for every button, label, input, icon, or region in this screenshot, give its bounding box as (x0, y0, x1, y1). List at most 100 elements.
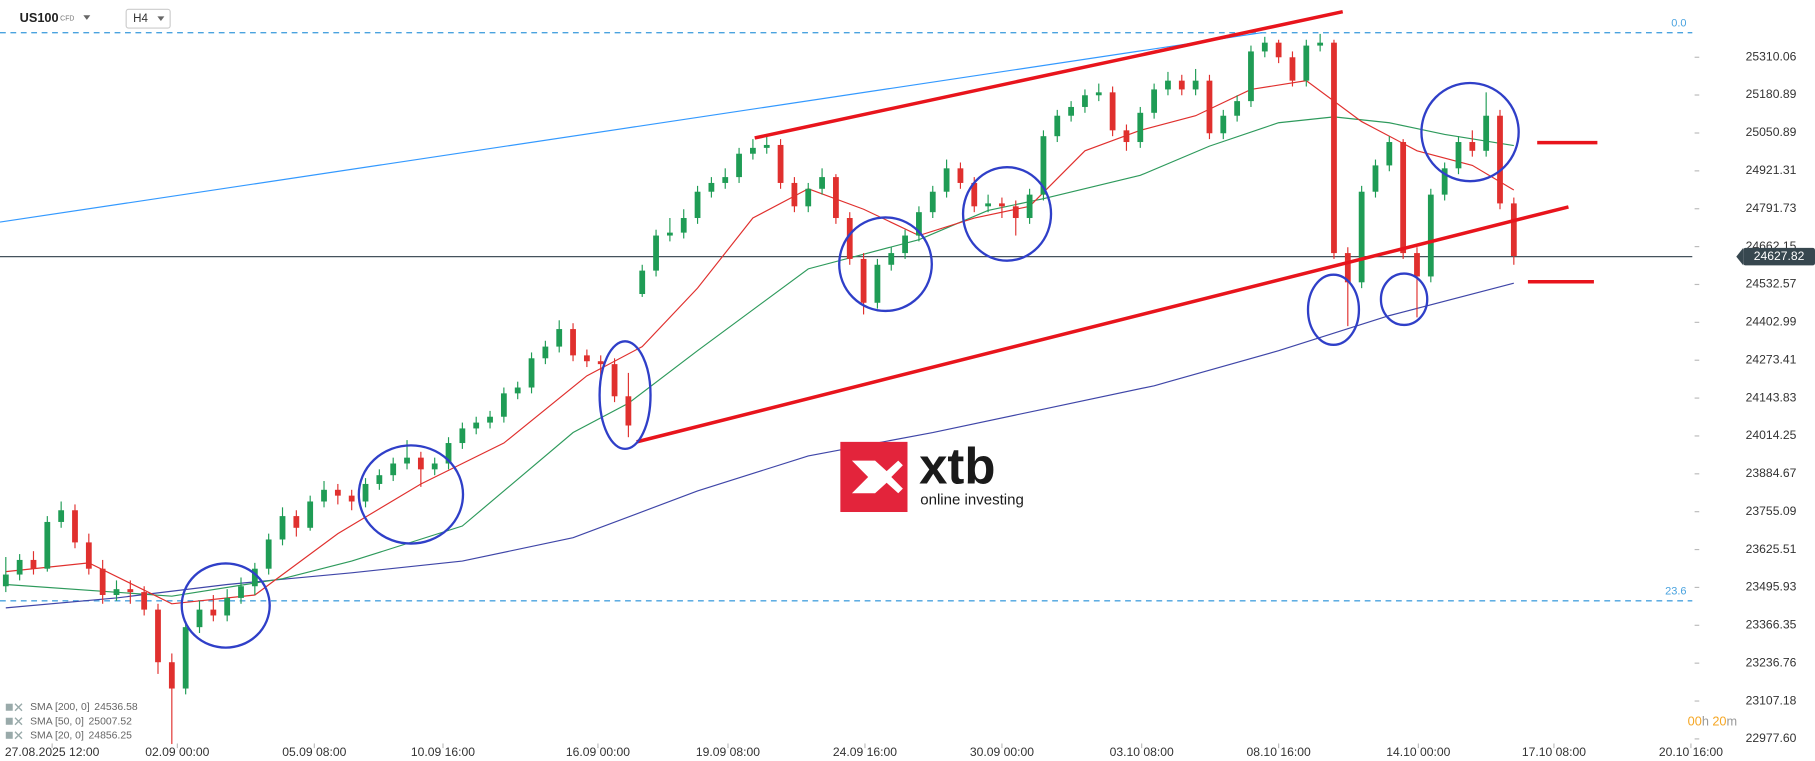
candle-body (307, 501, 314, 528)
candle-body (902, 235, 908, 254)
y-tick-label: 25180.89 (1746, 87, 1797, 101)
candle-body (30, 559, 37, 569)
highlight-ellipse (357, 444, 465, 545)
y-tick-label: 22977.60 (1746, 731, 1797, 745)
legend-remove[interactable] (14, 717, 23, 726)
candle-body (155, 609, 161, 663)
candle-body (1483, 115, 1490, 151)
y-tick-label: 23236.76 (1746, 655, 1797, 669)
y-tick-label: 23366.35 (1746, 617, 1797, 631)
candle-body (1331, 42, 1337, 254)
candle-body (1261, 42, 1268, 52)
y-tick-label: 24143.83 (1746, 390, 1797, 404)
legend-remove[interactable] (14, 731, 23, 740)
y-tick-label: 23107.18 (1746, 693, 1797, 707)
candle-body (1441, 168, 1448, 195)
candle-body (514, 387, 521, 394)
legend-icon (5, 717, 13, 725)
candle-body (1012, 206, 1019, 219)
fib-label: 23.6 (1665, 585, 1686, 597)
candle-body (348, 495, 355, 502)
y-tick-label: 23755.09 (1746, 504, 1797, 518)
y-tick-label: 24273.41 (1746, 352, 1797, 366)
candle-body (653, 235, 659, 271)
candle-body (431, 463, 438, 470)
candle-body (1220, 115, 1227, 134)
timeframe-dropdown[interactable] (157, 16, 165, 22)
channel-lower (636, 205, 1569, 444)
x-tick-label: 20.10 16:00 (1659, 745, 1723, 759)
candle-body (85, 542, 92, 569)
x-tick-label: 30.09 00:00 (970, 745, 1034, 759)
candle-body (888, 253, 895, 265)
candle-body (1289, 57, 1296, 81)
highlight-ellipse (1420, 81, 1520, 183)
candle-body (1248, 51, 1254, 102)
legend-value: 24856.25 (89, 730, 133, 741)
candle-body (321, 489, 327, 502)
x-tick-label: 19.09 08:00 (696, 745, 760, 759)
candle-body (1151, 89, 1158, 113)
x-tick-label: 05.09 08:00 (282, 745, 346, 759)
candle-body (238, 586, 244, 598)
logo-name: xtb (919, 437, 995, 494)
candle-body (334, 489, 341, 496)
candle-body (1497, 115, 1503, 204)
timer-unit: h (1702, 714, 1709, 729)
candle-body (1275, 42, 1282, 58)
candle-body (791, 182, 798, 207)
candle-body (1427, 194, 1434, 277)
candle-body (1317, 42, 1324, 46)
highlight-ellipse (961, 165, 1053, 262)
candle-body (597, 361, 604, 365)
price-label-arrow (1736, 247, 1744, 266)
timeframe-box[interactable] (125, 8, 171, 29)
candle-body (819, 177, 825, 189)
y-tick-label: 25310.06 (1746, 49, 1797, 63)
instrument-type: CFD (60, 16, 74, 23)
candle-body (999, 203, 1005, 207)
x-tick-label: 24.09 16:00 (833, 745, 897, 759)
symbol-dropdown[interactable] (83, 15, 91, 20)
back-layer: 25310.06 25180.89 25050.89 24921.31 24791.73… (0, 17, 1797, 759)
candle-body (985, 203, 991, 207)
candle-body (1414, 253, 1420, 277)
candle-body (279, 516, 286, 540)
candle-body (127, 589, 134, 593)
legend-entry: SMA [20, 0] 24856.25 (30, 730, 132, 741)
candle-body (1206, 80, 1213, 134)
x-tick-label: 17.10 08:00 (1522, 745, 1586, 759)
candle-body (777, 144, 784, 183)
x-tick-label: 02.09 00:00 (145, 745, 209, 759)
channel-upper (754, 9, 1344, 140)
candle-body (16, 559, 23, 575)
candle-body (1165, 80, 1171, 90)
candle-body (1040, 136, 1047, 195)
symbol[interactable]: US100 (20, 10, 59, 25)
candle-body (722, 177, 729, 183)
x-tick-label: 03.10 08:00 (1110, 745, 1174, 759)
x-tick-label: 10.09 16:00 (411, 745, 475, 759)
candle-body (1109, 92, 1116, 131)
timer-hours: 00 (1688, 714, 1702, 729)
candle-body (1510, 203, 1517, 257)
candle-body (1123, 130, 1130, 143)
y-tick-label: 24791.73 (1746, 201, 1797, 215)
y-tick-label: 24921.31 (1746, 163, 1797, 177)
highlight-ellipse (180, 562, 271, 649)
candle-body (805, 188, 812, 207)
candle-body (72, 510, 78, 543)
legend-entry: SMA [50, 0] 25007.52 (30, 716, 132, 727)
fib-label: 0.0 (1671, 17, 1686, 29)
candle-body (113, 589, 120, 596)
legend-remove[interactable] (14, 703, 23, 712)
candle-body (500, 393, 507, 417)
candle-body (2, 574, 9, 587)
candle-body (750, 147, 756, 154)
candle-body (1372, 165, 1379, 192)
candle-body (846, 218, 853, 259)
current-price-label: 24627.82 (1754, 249, 1805, 263)
candle-body (971, 182, 978, 207)
candle-body (390, 463, 397, 476)
